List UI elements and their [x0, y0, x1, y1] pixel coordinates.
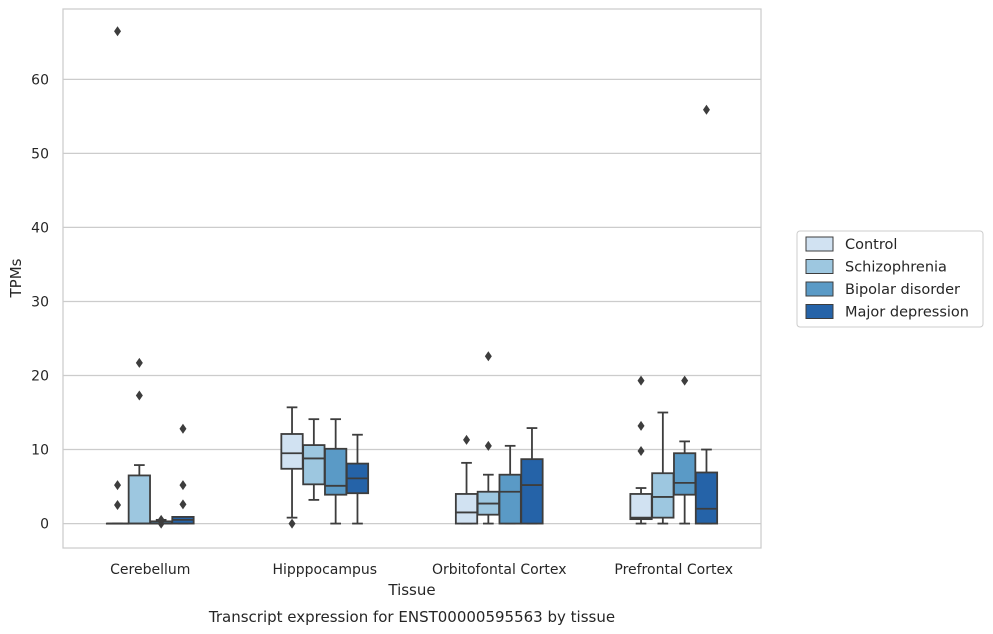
box: [454, 493, 479, 525]
box-group: [651, 411, 675, 525]
x-axis-ticks: Cerebellum Hipppocampus Orbitofontal Corte…: [110, 562, 733, 578]
y-tick-label: 10: [31, 443, 49, 459]
outlier-point: [484, 440, 492, 451]
gridlines: [63, 78, 761, 525]
outlier-point: [114, 26, 122, 37]
box-group: [629, 375, 653, 525]
outlier-point: [114, 480, 122, 491]
box-group: [520, 427, 544, 525]
legend-frame: [796, 230, 984, 328]
box: [280, 433, 304, 470]
x-tick-label: Orbitofontal Cortex: [432, 562, 567, 578]
legend-swatch: [805, 259, 834, 274]
legend-swatch: [805, 304, 834, 319]
y-tick-label: 60: [31, 72, 49, 88]
outlier-point: [135, 357, 143, 368]
legend-label: Control: [845, 237, 897, 253]
outlier-point: [179, 480, 187, 491]
y-tick-label: 20: [31, 368, 49, 384]
box: [694, 471, 719, 525]
outlier-point: [637, 375, 645, 386]
outlier-point: [114, 500, 122, 511]
y-tick-label: 40: [31, 220, 49, 236]
legend-label: Major depression: [845, 305, 969, 321]
boxes: [105, 26, 719, 529]
box: [324, 447, 348, 496]
outlier-point: [702, 104, 710, 115]
legend-label: Schizophrenia: [845, 260, 947, 276]
legend-label: Bipolar disorder: [845, 282, 960, 298]
y-axis-title: TPMs: [7, 258, 25, 298]
plot-area: [62, 8, 762, 549]
box-group: [280, 406, 304, 529]
outlier-point: [135, 390, 143, 401]
outlier-point: [637, 420, 645, 431]
outlier-point: [288, 518, 296, 529]
box-group: [673, 375, 697, 525]
outlier-point: [179, 423, 187, 434]
outlier-point: [463, 434, 471, 445]
legend-swatch: [805, 281, 834, 297]
box-group: [694, 104, 719, 525]
x-tick-label: Hipppocampus: [272, 562, 377, 578]
outlier-point: [681, 375, 689, 386]
box: [629, 493, 653, 521]
box-group: [498, 444, 522, 525]
outlier-point: [637, 446, 645, 457]
x-axis-title: Tissue: [387, 581, 435, 599]
y-tick-label: 30: [31, 294, 49, 310]
box-group: [302, 418, 326, 501]
box-group: [127, 357, 151, 525]
outlier-point: [179, 499, 187, 510]
y-tick-label: 0: [40, 517, 49, 533]
x-tick-label: Prefrontal Cortex: [614, 562, 733, 578]
box-group: [171, 423, 195, 525]
x-tick-label: Cerebellum: [110, 562, 190, 578]
outlier-point: [157, 514, 165, 525]
y-axis-ticks: 0 10 20 30 40 50 60: [31, 72, 49, 532]
box: [498, 473, 522, 525]
outlier-point: [484, 351, 492, 362]
box: [651, 472, 675, 519]
y-tick-label: 50: [31, 146, 49, 162]
box: [302, 444, 326, 486]
box-group: [345, 433, 370, 525]
box: [520, 458, 544, 525]
box: [673, 452, 697, 496]
chart-title: Transcript expression for ENST0000059556…: [208, 608, 615, 626]
box: [127, 474, 151, 525]
legend-swatch: [805, 236, 834, 252]
legend: Control Schizophrenia Bipolar disorder Majo…: [796, 230, 984, 328]
